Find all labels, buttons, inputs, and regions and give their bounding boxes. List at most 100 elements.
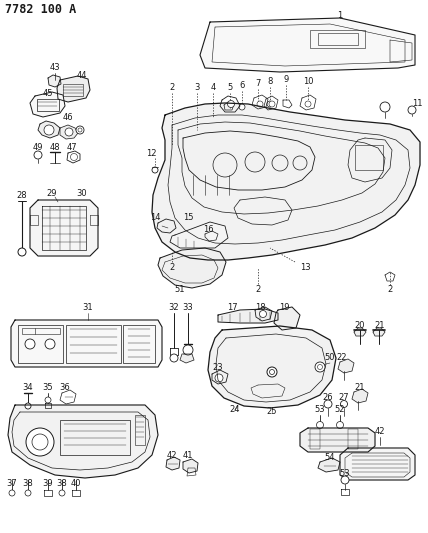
- Circle shape: [32, 434, 48, 450]
- Text: 36: 36: [59, 384, 70, 392]
- Polygon shape: [274, 307, 300, 330]
- Circle shape: [170, 354, 178, 362]
- Text: 42: 42: [167, 450, 177, 459]
- Polygon shape: [352, 389, 368, 403]
- Text: 45: 45: [43, 88, 53, 98]
- Bar: [18, 325, 63, 363]
- Polygon shape: [338, 359, 354, 373]
- Circle shape: [341, 400, 348, 408]
- Bar: [318, 33, 358, 45]
- Text: 46: 46: [62, 114, 73, 123]
- Polygon shape: [57, 76, 90, 102]
- Text: 21: 21: [375, 320, 385, 329]
- Polygon shape: [48, 75, 61, 87]
- Bar: [37, 99, 59, 111]
- Text: 37: 37: [6, 479, 18, 488]
- Bar: [135, 415, 145, 445]
- Text: 33: 33: [183, 303, 193, 312]
- Polygon shape: [158, 248, 226, 288]
- Text: 5: 5: [227, 84, 233, 93]
- Text: 38: 38: [23, 479, 33, 488]
- Text: 8: 8: [268, 77, 273, 86]
- Text: 17: 17: [227, 303, 237, 312]
- Circle shape: [305, 101, 311, 107]
- Circle shape: [315, 362, 325, 372]
- Circle shape: [380, 102, 390, 112]
- Polygon shape: [38, 121, 60, 138]
- Polygon shape: [373, 328, 385, 336]
- Text: 13: 13: [300, 263, 310, 272]
- Text: 39: 39: [43, 479, 54, 488]
- Text: 14: 14: [150, 214, 160, 222]
- Text: 50: 50: [325, 353, 335, 362]
- Circle shape: [45, 339, 55, 349]
- Text: 34: 34: [23, 384, 33, 392]
- Circle shape: [25, 339, 35, 349]
- Text: 41: 41: [183, 450, 193, 459]
- Text: 29: 29: [47, 189, 57, 198]
- Text: 6: 6: [239, 82, 245, 91]
- Bar: [22, 328, 60, 334]
- Text: 10: 10: [303, 77, 313, 86]
- Text: 44: 44: [77, 70, 87, 79]
- Text: 47: 47: [67, 143, 77, 152]
- Text: 53: 53: [340, 470, 350, 479]
- Circle shape: [9, 490, 15, 496]
- Text: 2: 2: [169, 84, 175, 93]
- Circle shape: [267, 101, 273, 107]
- Text: 42: 42: [375, 427, 385, 437]
- Circle shape: [341, 476, 349, 484]
- Text: 23: 23: [213, 364, 223, 373]
- Text: 24: 24: [230, 406, 240, 415]
- Text: 28: 28: [17, 191, 27, 200]
- Text: 4: 4: [211, 84, 216, 93]
- Polygon shape: [183, 459, 198, 473]
- Text: 35: 35: [43, 384, 54, 392]
- Text: 2: 2: [387, 286, 392, 295]
- Text: 21: 21: [355, 384, 365, 392]
- Circle shape: [267, 367, 277, 377]
- Text: 25: 25: [267, 408, 277, 416]
- Text: 43: 43: [50, 63, 60, 72]
- Polygon shape: [11, 320, 162, 367]
- Polygon shape: [354, 328, 366, 336]
- Text: 31: 31: [83, 303, 93, 312]
- Circle shape: [25, 490, 31, 496]
- Polygon shape: [30, 92, 65, 117]
- Circle shape: [336, 422, 344, 429]
- Polygon shape: [157, 219, 176, 233]
- Circle shape: [44, 125, 54, 135]
- Bar: [60, 420, 130, 455]
- Text: 2: 2: [169, 263, 175, 272]
- Circle shape: [316, 422, 324, 429]
- Circle shape: [59, 490, 65, 496]
- Polygon shape: [200, 18, 415, 72]
- Circle shape: [18, 248, 26, 256]
- Bar: [123, 325, 155, 363]
- Text: 7782 100 A: 7782 100 A: [5, 3, 76, 16]
- Bar: [348, 429, 358, 449]
- Circle shape: [270, 369, 274, 375]
- Polygon shape: [60, 125, 78, 139]
- Circle shape: [239, 104, 245, 110]
- Text: 16: 16: [203, 225, 213, 235]
- Circle shape: [408, 106, 416, 114]
- Circle shape: [34, 151, 42, 159]
- Text: 11: 11: [412, 99, 422, 108]
- Polygon shape: [318, 458, 340, 472]
- Text: 38: 38: [56, 479, 67, 488]
- Polygon shape: [166, 457, 180, 470]
- Text: 3: 3: [194, 84, 200, 93]
- Text: 20: 20: [355, 320, 365, 329]
- Text: 7: 7: [256, 79, 261, 88]
- Bar: [66, 325, 121, 363]
- Text: 51: 51: [175, 286, 185, 295]
- Circle shape: [318, 365, 323, 369]
- Text: 53: 53: [315, 406, 325, 415]
- Circle shape: [183, 345, 193, 355]
- Text: 48: 48: [50, 143, 60, 152]
- Text: 54: 54: [325, 454, 335, 463]
- Text: 19: 19: [279, 303, 289, 312]
- Polygon shape: [170, 222, 228, 248]
- Circle shape: [25, 403, 31, 409]
